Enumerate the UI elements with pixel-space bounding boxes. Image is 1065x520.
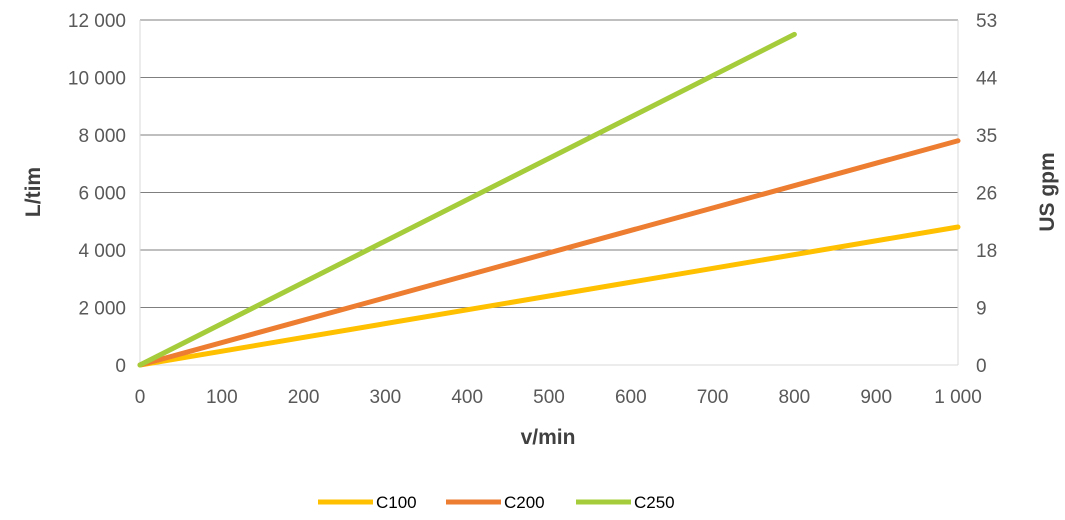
y-tick-label: 4 000 [78, 241, 126, 262]
x-tick-label: 100 [206, 387, 238, 408]
y2-tick-label: 44 [976, 69, 998, 90]
x-tick-label: 500 [533, 387, 565, 408]
y-axis-title: L/tim [22, 167, 45, 217]
series-line-c200 [137, 138, 961, 368]
y-tick-label: 10 000 [68, 69, 126, 90]
legend-label-c100: C100 [376, 493, 417, 512]
series-lines [137, 31, 961, 368]
x-tick-label: 0 [135, 387, 146, 408]
grid-lines [140, 77, 958, 308]
y2-tick-label: 18 [976, 241, 997, 262]
y2-tick-label: 53 [976, 11, 997, 32]
y-axis-tick-labels: 0 2 000 4 000 6 000 8 000 10 000 12 000 [68, 11, 126, 377]
x-tick-label: 800 [779, 387, 811, 408]
legend-label-c200: C200 [504, 493, 545, 512]
legend-label-c250: C250 [634, 493, 675, 512]
plot-area-frame [139, 19, 959, 366]
x-tick-label: 200 [288, 387, 320, 408]
y2-tick-label: 35 [976, 126, 997, 147]
y-tick-label: 0 [115, 356, 126, 377]
x-tick-label: 400 [451, 387, 483, 408]
x-axis-tick-labels: 0 100 200 300 400 500 600 700 800 900 1 000 [135, 387, 982, 408]
x-axis-title: v/min [521, 426, 576, 449]
y-tick-label: 6 000 [78, 184, 126, 205]
legend: C100 C200 C250 [318, 493, 675, 512]
x-tick-label: 300 [370, 387, 402, 408]
y2-tick-label: 0 [976, 356, 987, 377]
x-tick-label: 600 [615, 387, 647, 408]
y2-tick-label: 9 [976, 299, 987, 320]
secondary-y-axis-title: US gpm [1036, 152, 1059, 231]
secondary-y-axis-tick-labels: 0 9 18 26 35 44 53 [976, 11, 998, 377]
y-tick-label: 12 000 [68, 11, 126, 32]
y-tick-label: 8 000 [78, 126, 126, 147]
series-line-c250 [137, 31, 797, 368]
y2-tick-label: 26 [976, 184, 997, 205]
y-tick-label: 2 000 [78, 299, 126, 320]
series-line-c100 [137, 224, 961, 368]
x-tick-label: 1 000 [934, 387, 982, 408]
x-tick-label: 700 [697, 387, 729, 408]
x-tick-label: 900 [860, 387, 892, 408]
